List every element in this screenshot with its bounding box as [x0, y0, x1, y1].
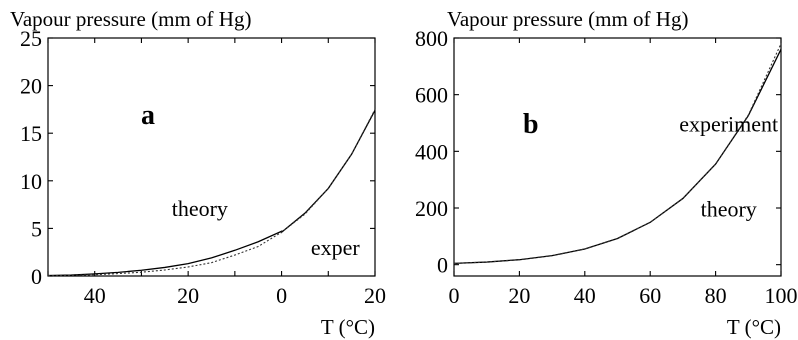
panel-a-series-dotted-line	[47, 109, 376, 277]
panel-a-x-axis-title: T (°C)	[321, 315, 375, 339]
panel-b-letter: b	[523, 109, 539, 140]
panel-b-x-axis-title: T (°C)	[727, 315, 781, 339]
panel-a-y-tick-label: 5	[31, 216, 42, 241]
panel-a-y-axis-title: Vapour pressure (mm of Hg)	[10, 7, 251, 31]
panel-a-letter: a	[141, 100, 155, 131]
panel-a-y-tick-label: 0	[31, 264, 42, 289]
panel-b-series-dotted-line	[453, 43, 782, 264]
panel-b-x-tick-label: 100	[765, 283, 798, 308]
panel-a-y-tick-label: 20	[20, 74, 42, 99]
panel-a: Vapour pressure (mm of Hg) a T (°C) 40 20…	[10, 7, 386, 339]
panel-a-y-tick-label: 25	[20, 26, 42, 51]
panel-b-y-tick-label: 200	[415, 196, 448, 221]
panel-a-x-tick-label: 20	[177, 283, 199, 308]
panel-b-series-solid-line	[453, 49, 782, 265]
panel-a-x-tick-label: 0	[276, 283, 287, 308]
panel-a-x-tick-label: 40	[84, 283, 106, 308]
panel-b: Vapour pressure (mm of Hg) b T (°C) 0 20 4…	[415, 7, 798, 339]
panel-b-annotation-theory: theory	[701, 197, 757, 222]
panel-a-x-tick-label: 20	[364, 283, 386, 308]
panel-b-y-tick-label: 0	[437, 253, 448, 278]
panel-b-x-tick-label: 60	[639, 283, 661, 308]
panel-b-y-tick-label: 400	[415, 139, 448, 164]
panel-b-marks: 0 20 40 60 80 100 0 200 400 600 800 experiment theor…	[415, 26, 798, 308]
panel-b-x-tick-label: 20	[508, 283, 530, 308]
panel-b-y-axis-title: Vapour pressure (mm of Hg)	[447, 7, 688, 31]
panel-b-x-tick-label: 80	[705, 283, 727, 308]
panel-a-annotation-exper: exper	[311, 235, 361, 260]
panel-b-plot-frame	[453, 37, 782, 277]
panel-a-y-tick-label: 15	[20, 121, 42, 146]
panel-a-plot-frame	[47, 37, 376, 277]
panel-b-y-tick-label: 800	[415, 26, 448, 51]
panel-b-x-tick-label: 40	[574, 283, 596, 308]
panel-b-annotation-experiment: experiment	[679, 112, 778, 137]
panel-a-y-tick-label: 10	[20, 169, 42, 194]
panel-b-x-tick-label: 0	[449, 283, 460, 308]
panel-b-y-tick-label: 600	[415, 83, 448, 108]
panel-a-marks: 40 20 0 20 0 5 10 15 20 25 theory exper	[20, 26, 386, 308]
panel-a-annotation-theory: theory	[172, 196, 228, 221]
